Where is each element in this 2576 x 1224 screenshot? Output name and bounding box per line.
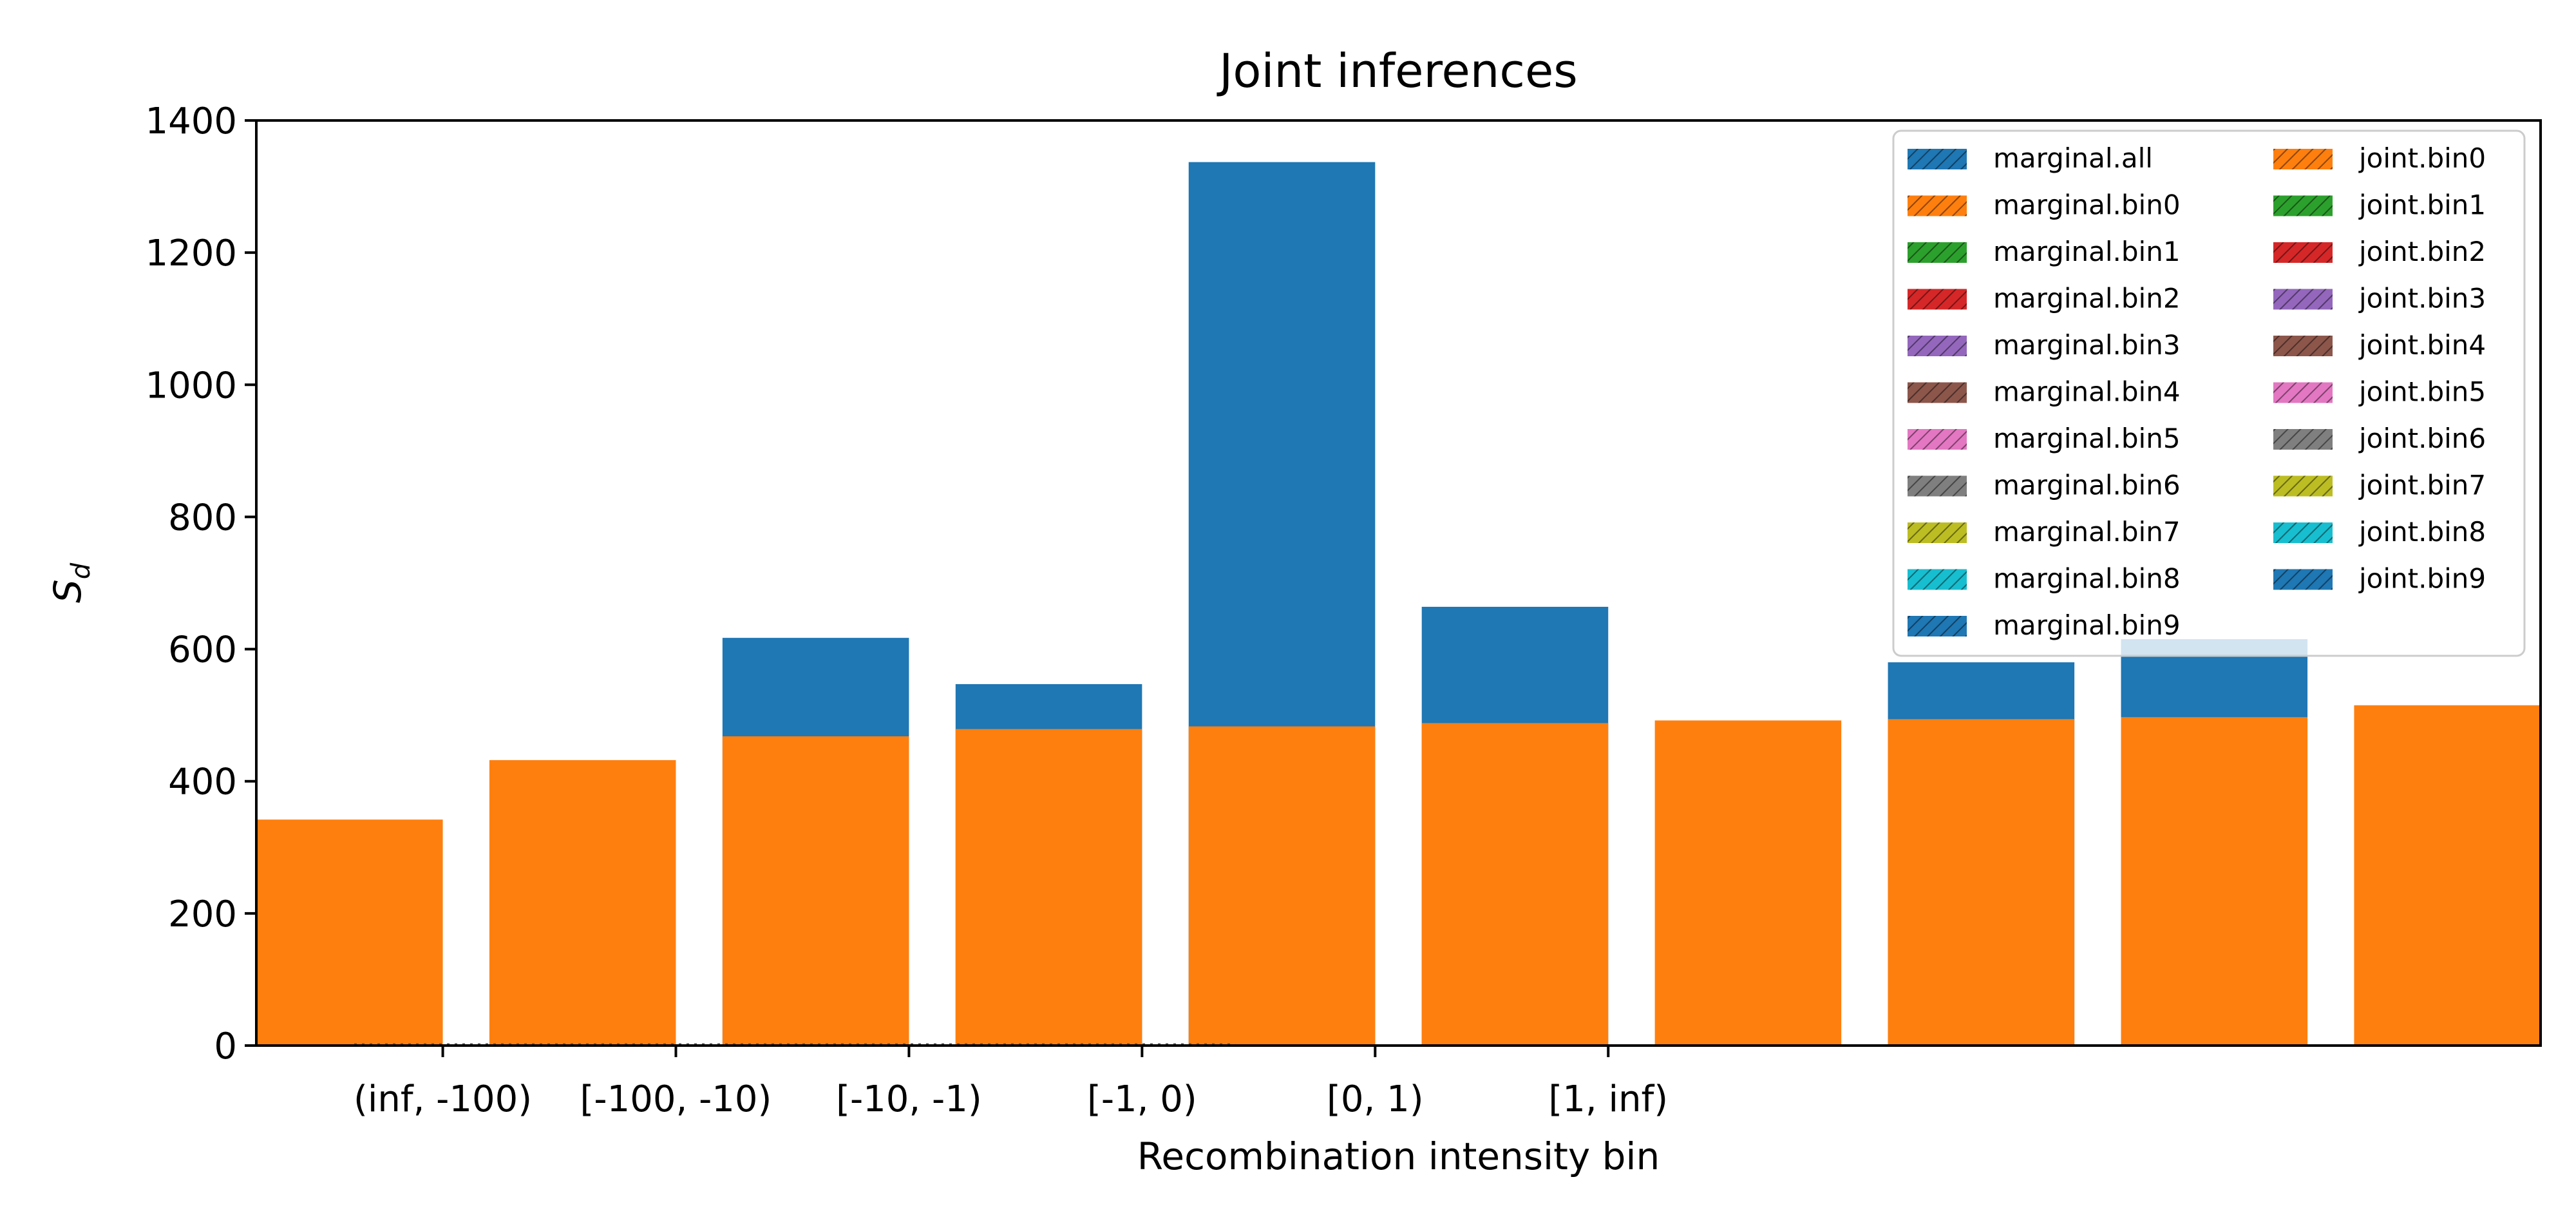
- legend-swatch-joint-bin4: [2273, 336, 2333, 356]
- legend-swatch-marginal-bin1: [1908, 242, 1967, 263]
- legend-swatch-marginal-bin0: [1908, 195, 1967, 216]
- y-tick-label-200: 200: [168, 894, 237, 935]
- legend-swatch-marginal-bin5: [1908, 429, 1967, 450]
- legend-label-joint-bin1: joint.bin1: [2358, 189, 2486, 221]
- y-tick-label-600: 600: [168, 629, 237, 671]
- y-tick-label-400: 400: [168, 761, 237, 803]
- legend-label-marginal-bin2: marginal.bin2: [1993, 283, 2181, 314]
- legend-swatch-joint-bin2: [2273, 242, 2333, 263]
- legend-label-joint-bin5: joint.bin5: [2358, 376, 2486, 408]
- bar-marginal-bin0-9: [2354, 705, 2541, 1046]
- legend-swatch-joint-bin5: [2273, 382, 2333, 403]
- legend-label-joint-bin9: joint.bin9: [2358, 563, 2486, 595]
- legend-swatch-joint-bin6: [2273, 429, 2333, 450]
- bars-layer: [256, 162, 2541, 1046]
- legend-label-joint-bin6: joint.bin6: [2358, 423, 2486, 454]
- bar-marginal-bin0-8: [2121, 717, 2308, 1046]
- legend-swatch-marginal-bin9: [1908, 616, 1967, 636]
- legend-swatch-marginal-bin8: [1908, 569, 1967, 590]
- legend-swatch-marginal-bin3: [1908, 336, 1967, 356]
- legend-label-joint-bin8: joint.bin8: [2358, 516, 2486, 548]
- bar-marginal-bin0-2: [722, 736, 909, 1046]
- y-tick-label-1200: 1200: [145, 233, 237, 274]
- legend-label-marginal-bin5: marginal.bin5: [1993, 423, 2181, 454]
- legend-swatch-marginal-bin6: [1908, 475, 1967, 497]
- x-tick-label-1: [-100, -10): [580, 1078, 772, 1120]
- y-axis-label: Sd: [46, 562, 96, 603]
- x-tick-label-2: [-10, -1): [836, 1078, 982, 1120]
- legend-label-joint-bin7: joint.bin7: [2358, 470, 2486, 501]
- legend-swatch-marginal-bin2: [1908, 289, 1967, 310]
- legend-swatch-joint-bin9: [2273, 569, 2333, 590]
- legend-label-marginal-bin3: marginal.bin3: [1993, 329, 2181, 361]
- legend-swatch-marginal-bin7: [1908, 522, 1967, 543]
- bar-marginal-bin0-6: [1654, 720, 1842, 1046]
- legend-box: [1892, 129, 2526, 657]
- legend-label-marginal-bin0: marginal.bin0: [1993, 189, 2181, 221]
- legend-label-marginal-bin4: marginal.bin4: [1993, 376, 2181, 408]
- legend-swatch-joint-bin8: [2273, 522, 2333, 543]
- bar-marginal-bin0-0: [256, 819, 443, 1046]
- legend-swatch-marginal-all: [1908, 149, 1967, 169]
- bar-marginal-bin0-5: [1421, 723, 1609, 1046]
- legend-swatch-joint-bin3: [2273, 289, 2333, 310]
- plot-frame: [255, 119, 2542, 1047]
- legend-label-marginal-all: marginal.all: [1993, 142, 2153, 174]
- chart-title: Joint inferences: [1217, 44, 1578, 98]
- legend-label-marginal-bin1: marginal.bin1: [1993, 236, 2181, 267]
- legend: marginal.all marginal.bin0 marginal.bin1 ma…: [1892, 129, 2526, 657]
- y-tick-label-800: 800: [168, 497, 237, 539]
- legend-swatch-marginal-bin4: [1908, 382, 1967, 403]
- legend-label-joint-bin4: joint.bin4: [2358, 329, 2486, 361]
- x-tick-label-0: (inf, -100): [354, 1078, 532, 1120]
- x-axis-label: Recombination intensity bin: [1137, 1134, 1660, 1178]
- legend-label-joint-bin2: joint.bin2: [2358, 236, 2486, 267]
- legend-label-marginal-bin7: marginal.bin7: [1993, 516, 2181, 548]
- legend-label-marginal-bin6: marginal.bin6: [1993, 470, 2181, 501]
- y-tick-label-1400: 1400: [145, 100, 237, 142]
- legend-swatch-joint-bin1: [2273, 195, 2333, 216]
- axes-layer: 0 200 400 600 800 1000 1200 1400 (inf, -100) [-10…: [46, 100, 2542, 1178]
- legend-label-joint-bin3: joint.bin3: [2358, 283, 2486, 314]
- legend-label-joint-bin0: joint.bin0: [2358, 142, 2486, 174]
- legend-label-marginal-bin8: marginal.bin8: [1993, 563, 2181, 595]
- y-tick-label-0: 0: [214, 1026, 237, 1067]
- bar-marginal-bin0-7: [1888, 719, 2075, 1046]
- legend-swatch-joint-bin7: [2273, 475, 2333, 497]
- bar-marginal-bin0-1: [489, 760, 676, 1046]
- x-tick-label-5: [1, inf): [1548, 1078, 1668, 1120]
- legend-label-marginal-bin9: marginal.bin9: [1993, 609, 2181, 641]
- x-tick-label-3: [-1, 0): [1087, 1078, 1197, 1120]
- bar-marginal-bin0-3: [955, 729, 1142, 1046]
- y-tick-label-1000: 1000: [145, 365, 237, 406]
- bar-marginal-bin0-4: [1188, 726, 1376, 1046]
- legend-swatch-joint-bin0: [2273, 149, 2333, 169]
- x-tick-label-4: [0, 1): [1327, 1078, 1424, 1120]
